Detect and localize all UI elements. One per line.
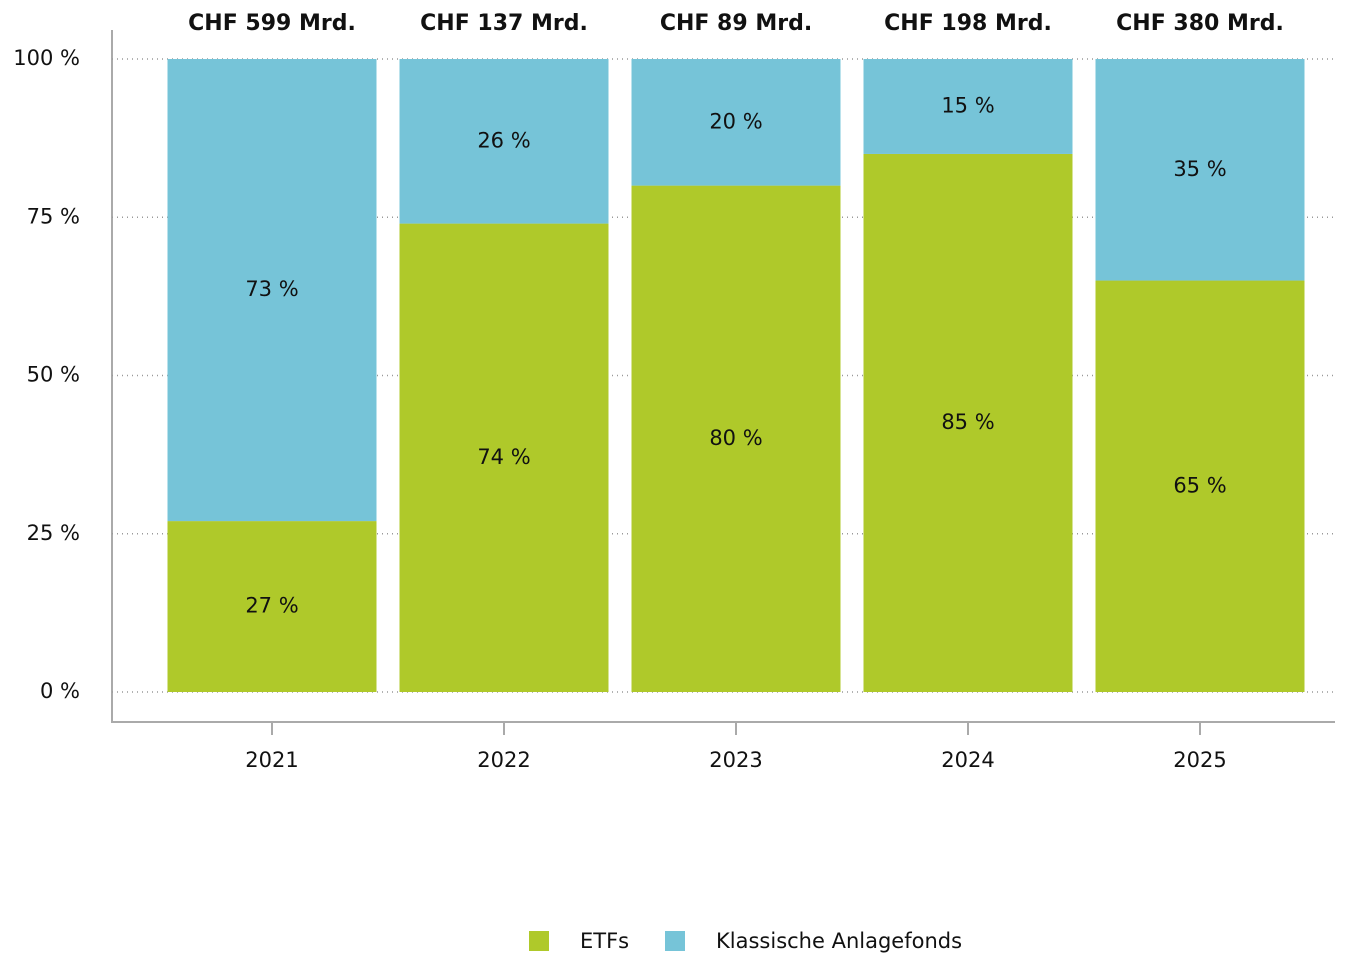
- bar: [631, 185, 841, 692]
- legend-swatch: [665, 931, 685, 951]
- y-tick-label: 100 %: [13, 46, 80, 70]
- x-tick-label: 2022: [477, 748, 530, 772]
- value-label: 15 %: [941, 93, 994, 117]
- bar: [399, 59, 609, 224]
- bar: [863, 153, 1073, 692]
- bar: [167, 59, 377, 522]
- legend-label: ETFs: [580, 929, 629, 953]
- legend-swatch: [529, 931, 549, 951]
- x-tick-label: 2025: [1173, 748, 1226, 772]
- x-tick-label: 2023: [709, 748, 762, 772]
- annotation: CHF 380 Mrd.: [1116, 11, 1284, 36]
- annotation: CHF 599 Mrd.: [188, 11, 356, 36]
- value-label: 26 %: [477, 128, 530, 152]
- y-tick-label: 0 %: [40, 679, 80, 703]
- value-label: 20 %: [709, 109, 762, 133]
- y-tick-label: 75 %: [27, 204, 80, 228]
- value-label: 65 %: [1173, 473, 1226, 497]
- bar: [863, 59, 1073, 154]
- value-label: 74 %: [477, 445, 530, 469]
- y-tick-label: 25 %: [27, 521, 80, 545]
- y-tick-label: 50 %: [27, 363, 80, 387]
- legend-label: Klassische Anlagefonds: [716, 929, 962, 953]
- value-label: 35 %: [1173, 157, 1226, 181]
- bar: [167, 521, 377, 692]
- value-label: 27 %: [245, 594, 298, 618]
- value-label: 73 %: [245, 277, 298, 301]
- value-label: 80 %: [709, 426, 762, 450]
- annotation: CHF 137 Mrd.: [420, 11, 588, 36]
- annotation: CHF 89 Mrd.: [660, 11, 812, 36]
- bar: [631, 59, 841, 186]
- value-label: 85 %: [941, 410, 994, 434]
- x-tick-label: 2024: [941, 748, 994, 772]
- x-tick-label: 2021: [245, 748, 298, 772]
- bar: [1095, 280, 1305, 692]
- annotation: CHF 198 Mrd.: [884, 11, 1052, 36]
- bar: [399, 223, 609, 692]
- bar: [1095, 59, 1305, 281]
